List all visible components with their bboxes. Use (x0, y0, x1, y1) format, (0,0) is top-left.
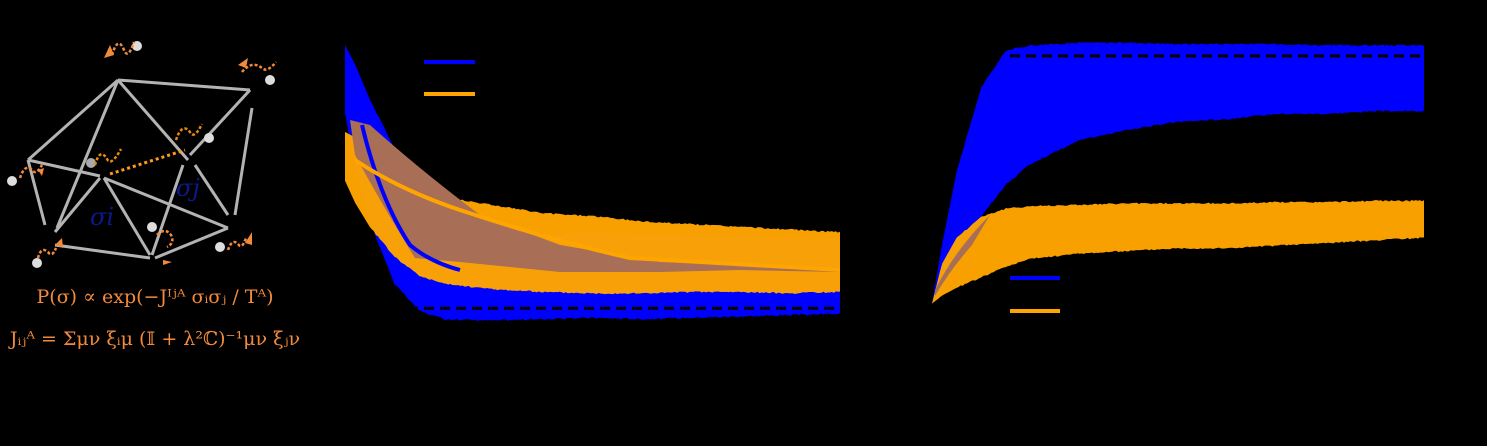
spin-arrow-heads (38, 45, 252, 265)
hidden-nodes (7, 41, 275, 268)
band-blue (932, 41, 1424, 304)
coupling-formula: Jᵢⱼᴬ = Σμν ξᵢμ (𝕀 + λ²ℂ)⁻¹μν ξⱼν (9, 328, 301, 350)
overlap-region (350, 120, 840, 272)
coupling-jij-line (109, 148, 186, 176)
network-edges (26, 78, 254, 260)
middle-chart-panel (300, 0, 880, 446)
sigma-j-label: σj (176, 174, 200, 202)
network-graph: σi σj (7, 41, 277, 268)
highlighted-spin-arrows (93, 123, 204, 166)
band-orange (932, 200, 1424, 304)
blue-trajectory-line (360, 124, 461, 272)
right-plot-area (932, 41, 1424, 304)
network-schematic-panel: σi σj P(σ) ∝ exp(−Jᴵʲᴬ σᵢσⱼ / Tᴬ) Jᵢⱼᴬ =… (0, 0, 310, 446)
boltzmann-formula: P(σ) ∝ exp(−Jᴵʲᴬ σᵢσⱼ / Tᴬ) (36, 286, 274, 308)
right-chart-panel (880, 0, 1487, 446)
sigma-i-label: σi (90, 203, 114, 231)
middle-chart (345, 45, 841, 321)
middle-plot-area (345, 45, 841, 321)
overlap-region (935, 215, 990, 296)
right-chart (932, 41, 1424, 313)
orange-trajectory-line (353, 158, 841, 272)
